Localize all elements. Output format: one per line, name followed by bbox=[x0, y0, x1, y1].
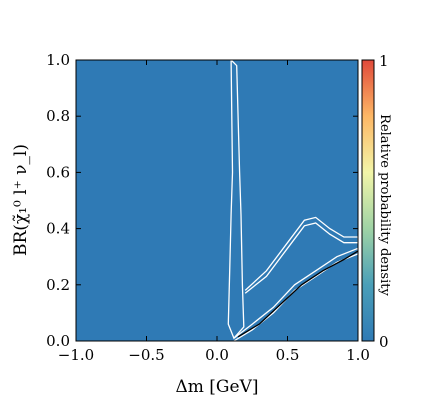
x-axis-label: Δm [GeV] bbox=[176, 377, 259, 397]
x-tick-label: 1.0 bbox=[346, 346, 370, 364]
x-tick-label: −0.5 bbox=[128, 346, 164, 364]
axis-labels: Δm [GeV] BR(χ̃₁⁰ l⁺ ν_l) bbox=[11, 144, 258, 397]
y-tick-label: 0.0 bbox=[46, 332, 70, 350]
axis-ticks: −1.0 −0.5 0.0 0.5 1.0 0.0 0.2 0.4 0.6 0.8 1.0 bbox=[46, 51, 370, 364]
colorbar: Relative probability density 1 0 bbox=[361, 52, 392, 351]
contour-lower-band-core bbox=[237, 250, 359, 338]
colorbar-gradient bbox=[361, 59, 375, 342]
plot-area bbox=[75, 59, 359, 342]
x-tick-label: 0.5 bbox=[276, 346, 300, 364]
density-background bbox=[76, 60, 358, 341]
y-tick-label: 0.6 bbox=[46, 163, 70, 181]
x-tick-label: −1.0 bbox=[58, 346, 94, 364]
y-tick-label: 1.0 bbox=[46, 51, 70, 69]
contour-vertical-ridge-outer bbox=[227, 59, 245, 340]
colorbar-min-label: 0 bbox=[379, 333, 389, 351]
x-tick-label: 0.0 bbox=[205, 346, 229, 364]
y-tick-label: 0.8 bbox=[46, 107, 70, 125]
y-tick-label: 0.2 bbox=[46, 276, 70, 294]
colorbar-max-label: 1 bbox=[379, 52, 389, 70]
colorbar-label: Relative probability density bbox=[377, 114, 392, 296]
y-tick-label: 0.4 bbox=[46, 220, 70, 238]
y-axis-label: BR(χ̃₁⁰ l⁺ ν_l) bbox=[11, 144, 31, 256]
